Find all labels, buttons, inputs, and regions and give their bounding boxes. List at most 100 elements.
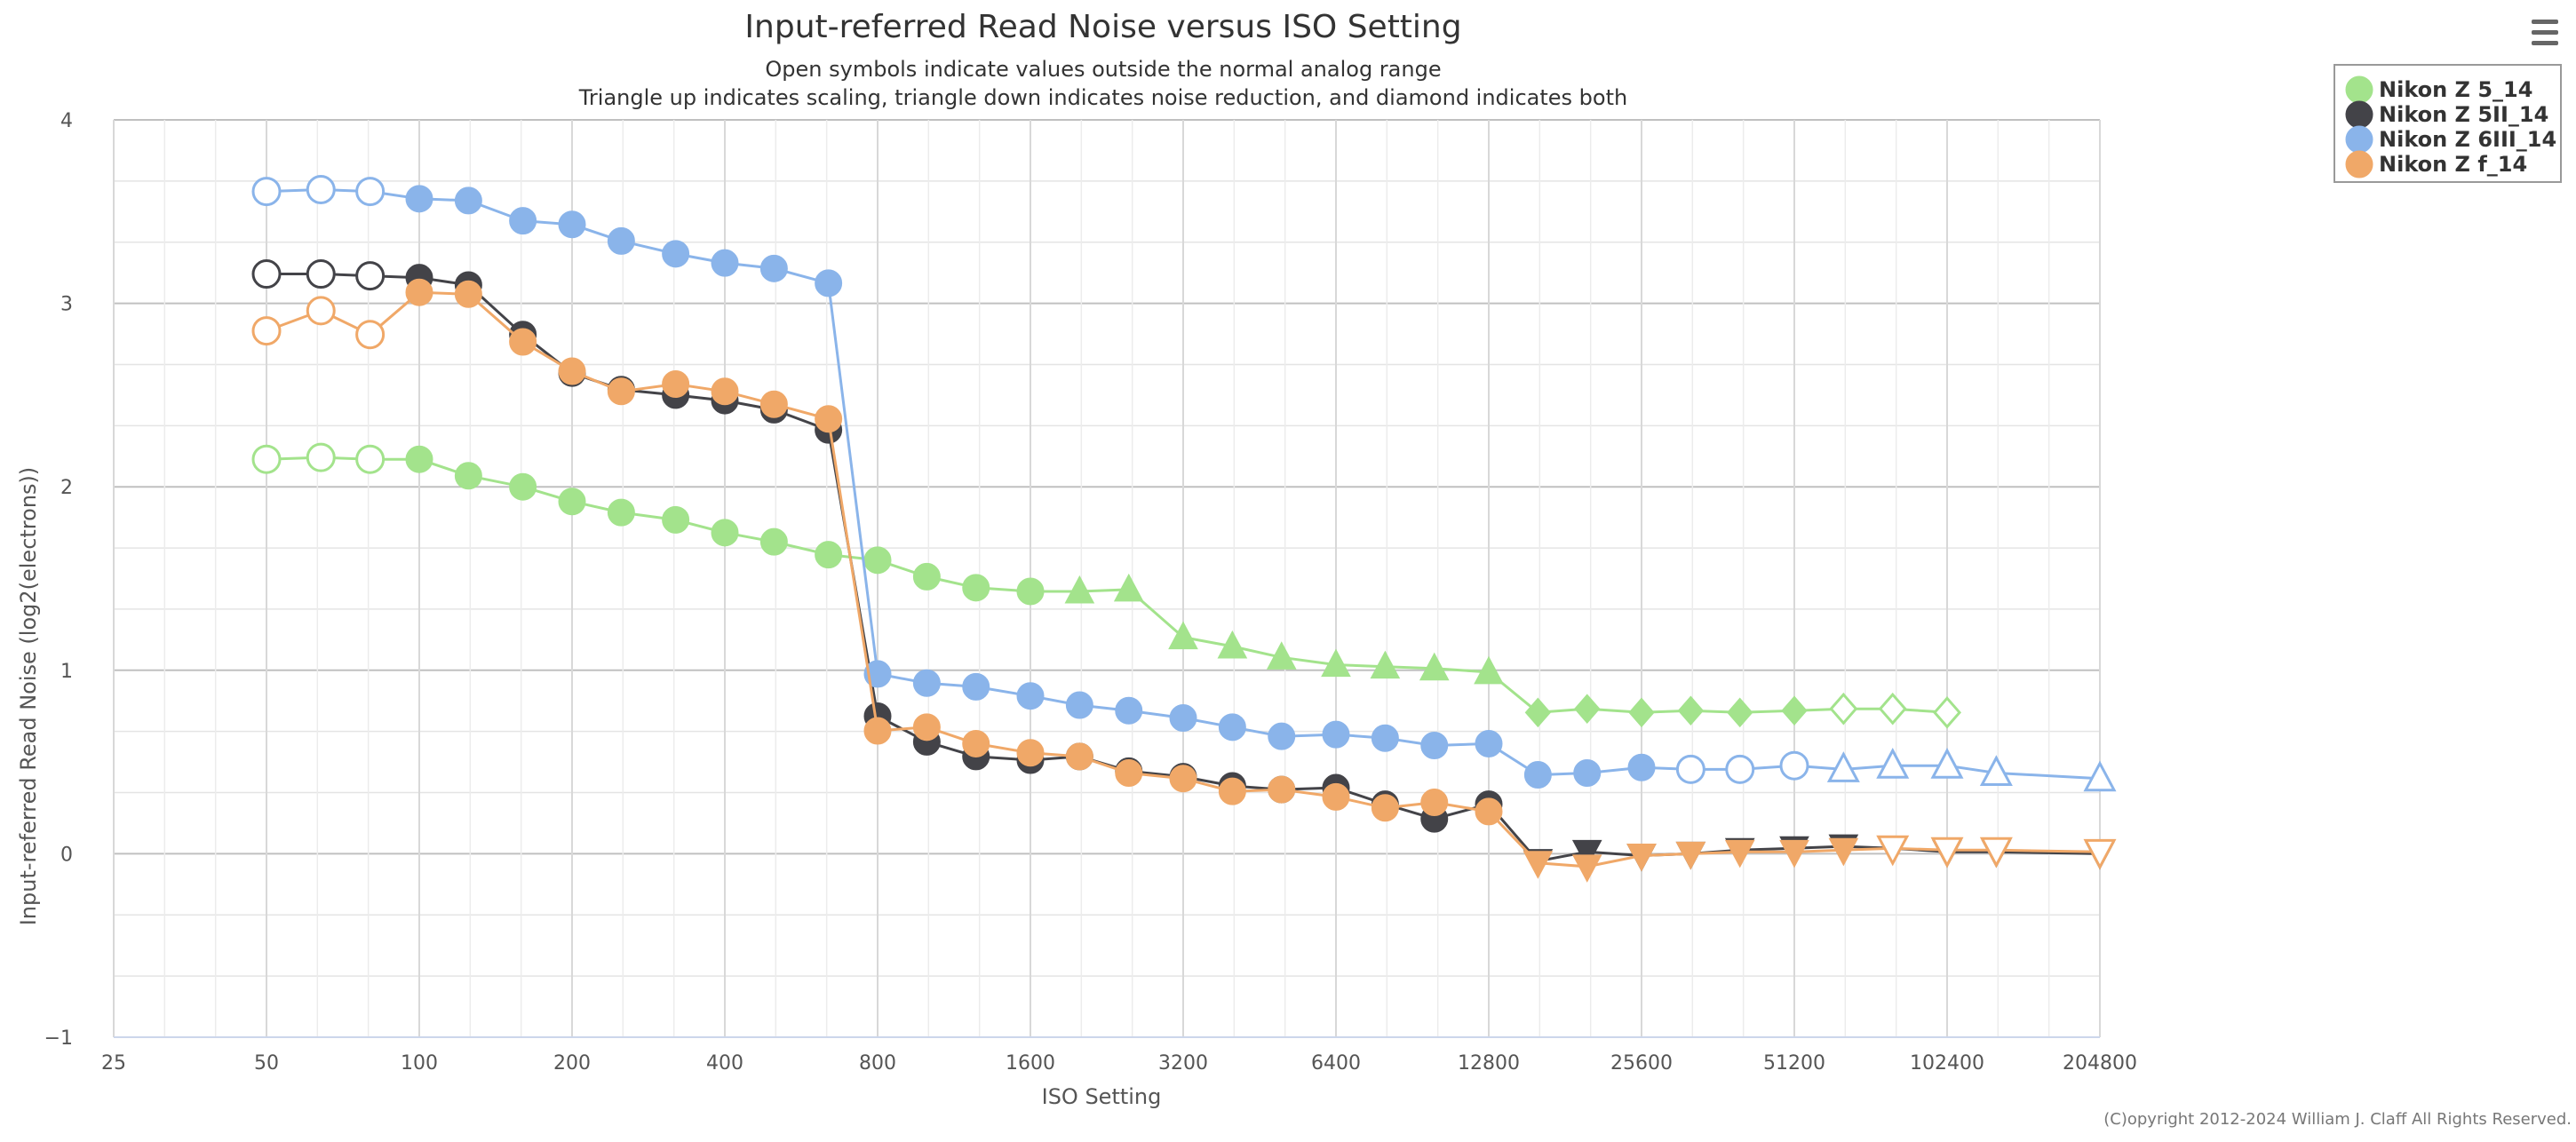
data-point[interactable] [711,519,739,547]
data-point[interactable] [1266,641,1297,670]
data-point[interactable] [1829,692,1858,726]
data-point[interactable] [1016,682,1045,710]
data-point[interactable] [1930,837,1964,868]
data-point[interactable] [1218,777,1246,805]
data-point[interactable] [815,269,843,297]
data-point[interactable] [2083,838,2117,870]
data-point[interactable] [355,177,386,207]
data-point[interactable] [1371,724,1399,752]
data-point[interactable] [1878,692,1907,726]
data-point[interactable] [306,296,336,326]
data-point[interactable] [759,527,788,556]
data-point[interactable] [1475,797,1503,826]
data-point[interactable] [1727,697,1753,728]
data-point[interactable] [1628,697,1655,728]
data-point[interactable] [912,713,941,742]
data-point[interactable] [1475,729,1503,757]
data-point[interactable] [1113,573,1144,602]
data-point[interactable] [1779,750,1809,781]
data-point[interactable] [1322,720,1350,749]
data-point[interactable] [711,249,739,277]
legend-item[interactable]: Nikon Z f_14 [2345,150,2527,178]
data-point[interactable] [1933,696,1961,729]
data-point[interactable] [1523,761,1552,789]
data-point[interactable] [1724,839,1755,868]
data-point[interactable] [355,320,386,350]
data-point[interactable] [607,226,635,255]
data-point[interactable] [454,462,482,490]
data-point[interactable] [1781,695,1808,726]
data-point[interactable] [1675,841,1706,870]
data-point[interactable] [1677,695,1705,726]
data-point[interactable] [251,177,282,207]
data-point[interactable] [863,546,892,575]
data-point[interactable] [1627,753,1656,781]
data-point[interactable] [912,669,941,697]
data-point[interactable] [1268,722,1296,750]
data-point[interactable] [509,472,537,501]
data-point[interactable] [815,541,843,569]
data-point[interactable] [607,498,635,527]
data-point[interactable] [1573,758,1602,787]
data-point[interactable] [759,254,788,282]
data-point[interactable] [1115,696,1143,725]
data-point[interactable] [306,442,336,472]
data-point[interactable] [355,444,386,474]
data-point[interactable] [1420,789,1449,817]
data-point[interactable] [1217,630,1248,659]
data-point[interactable] [1828,837,1859,867]
data-point[interactable] [1419,652,1450,681]
data-point[interactable] [454,186,482,215]
data-point[interactable] [355,261,386,291]
data-point[interactable] [1725,754,1755,784]
data-point[interactable] [1322,782,1350,811]
data-point[interactable] [251,444,282,474]
data-point[interactable] [1065,742,1093,771]
data-point[interactable] [1574,694,1601,724]
data-point[interactable] [1876,835,1910,867]
data-point[interactable] [558,210,586,239]
data-point[interactable] [607,377,635,406]
data-point[interactable] [1474,655,1504,685]
data-point[interactable] [2083,760,2117,792]
data-point[interactable] [1420,732,1449,760]
data-point[interactable] [1524,697,1552,728]
data-point[interactable] [1571,839,1602,868]
data-point[interactable] [1779,839,1809,868]
data-point[interactable] [558,488,586,516]
data-point[interactable] [1168,621,1198,650]
data-point[interactable] [251,259,282,289]
data-point[interactable] [1370,650,1401,679]
data-point[interactable] [1675,754,1705,784]
data-point[interactable] [509,207,537,235]
data-point[interactable] [1523,851,1554,879]
data-point[interactable] [1016,577,1045,606]
data-point[interactable] [558,357,586,385]
legend-item[interactable]: Nikon Z 5_14 [2345,75,2532,104]
data-point[interactable] [509,328,537,356]
data-point[interactable] [1321,648,1351,678]
data-point[interactable] [1626,843,1657,872]
data-point[interactable] [1169,704,1197,733]
data-point[interactable] [306,175,336,205]
legend-item[interactable]: Nikon Z 5II_14 [2345,100,2548,129]
data-point[interactable] [405,185,433,213]
data-point[interactable] [1064,575,1095,604]
data-point[interactable] [662,370,690,399]
data-point[interactable] [962,729,990,757]
data-point[interactable] [405,278,433,306]
data-point[interactable] [863,717,892,745]
data-point[interactable] [1115,758,1143,787]
data-point[interactable] [912,562,941,591]
data-point[interactable] [1169,765,1197,793]
data-point[interactable] [962,672,990,701]
data-point[interactable] [1016,739,1045,767]
data-point[interactable] [662,505,690,534]
data-point[interactable] [759,390,788,418]
data-point[interactable] [306,259,336,289]
data-point[interactable] [1826,751,1860,782]
data-point[interactable] [454,280,482,308]
data-point[interactable] [1979,837,2013,868]
data-point[interactable] [962,574,990,602]
data-point[interactable] [251,316,282,346]
